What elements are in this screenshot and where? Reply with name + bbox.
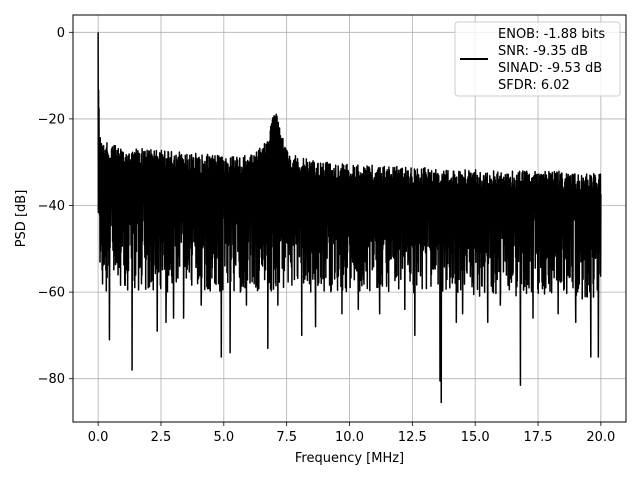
legend-box: [454, 21, 621, 97]
psd-series: [97, 32, 602, 404]
legend-entry-sinad: SINAD: -9.53 dB: [498, 61, 602, 76]
legend: ENOB: -1.88 bits SNR: -9.35 dB SINAD: -9…: [454, 21, 621, 97]
x-axis-label: Frequency [MHz]: [295, 451, 404, 466]
y-tick-label: −80: [38, 372, 65, 387]
y-axis-label: PSD [dB]: [14, 190, 29, 248]
x-tick-label: 2.5: [151, 430, 172, 445]
x-tick-label: 0.0: [88, 430, 109, 445]
y-tick-label: −60: [38, 286, 65, 301]
legend-entry-enob: ENOB: -1.88 bits: [498, 27, 605, 42]
psd-line: [97, 32, 602, 404]
x-tick-label: 10.0: [335, 430, 364, 445]
legend-entry-sfdr: SFDR: 6.02: [498, 78, 570, 93]
x-tick-label: 12.5: [398, 430, 427, 445]
x-tick-label: 7.5: [276, 430, 297, 445]
y-tick-label: −40: [38, 199, 65, 214]
axis-ticks: 0.0 2.5 5.0 7.5 10.0 12.5 15.0 17.5 20.0 0 −20 −40 −…: [38, 26, 616, 445]
legend-entry-snr: SNR: -9.35 dB: [498, 44, 588, 59]
y-tick-label: −20: [38, 112, 65, 127]
x-tick-label: 17.5: [524, 430, 553, 445]
x-tick-label: 20.0: [586, 430, 615, 445]
x-tick-label: 15.0: [461, 430, 490, 445]
y-tick-label: 0: [57, 26, 65, 41]
x-tick-label: 5.0: [213, 430, 234, 445]
